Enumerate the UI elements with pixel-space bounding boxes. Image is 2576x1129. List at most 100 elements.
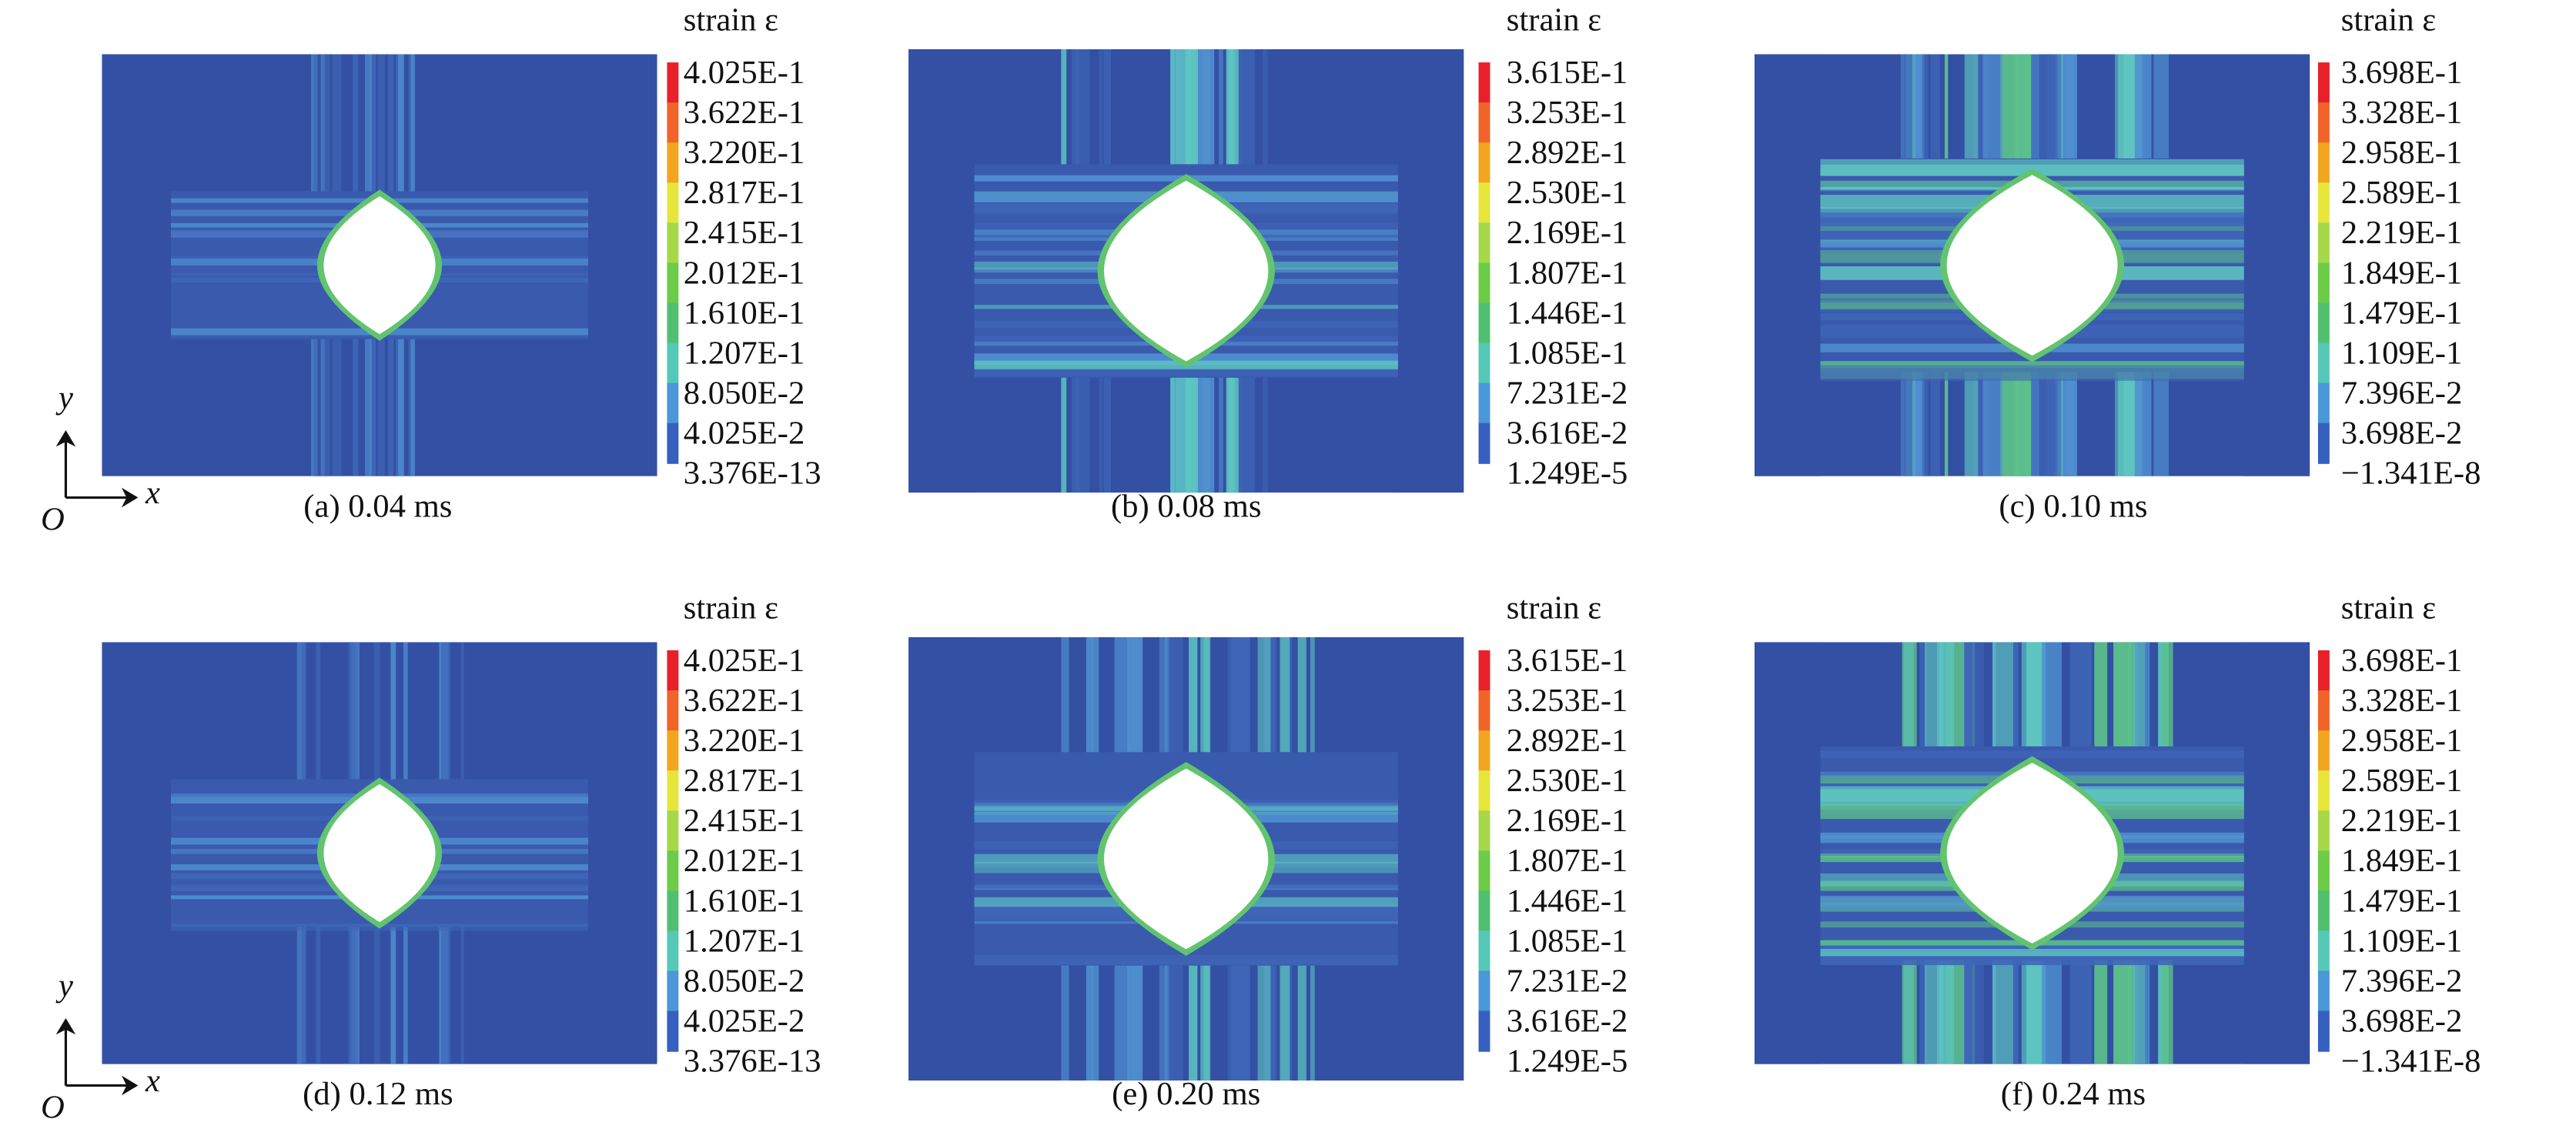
- hole: [323, 195, 436, 335]
- hole: [1104, 180, 1269, 362]
- colorbar-label: 7.396E-2: [2341, 963, 2463, 999]
- colorbar-band: [2317, 262, 2330, 304]
- colorbar-label: 1.479E-1: [2341, 883, 2463, 919]
- colorbar-band: [1478, 62, 1490, 104]
- origin-label: O: [41, 501, 65, 537]
- colorbar-title: strain ε: [684, 590, 778, 626]
- y-arrowhead: [55, 430, 76, 447]
- colorbar-label: 8.050E-2: [684, 375, 805, 411]
- colorbar-band: [667, 770, 679, 812]
- strain-stripe: [974, 369, 1398, 377]
- colorbar-label: 3.615E-1: [1507, 55, 1628, 91]
- panel: strain ε 3.615E-1 3.253E-1 2.892E-1 2.530E-1…: [908, 590, 1628, 1112]
- side-band: [908, 49, 975, 493]
- colorbar-band: [1478, 1010, 1490, 1052]
- colorbar-band: [2317, 62, 2330, 104]
- colorbar-label: 7.231E-2: [1507, 963, 1628, 999]
- caption: (a) 0.04 ms: [303, 488, 452, 524]
- colorbar-label: 2.892E-1: [1507, 135, 1628, 171]
- colorbar-band: [2317, 890, 2330, 932]
- colorbar-band: [667, 1010, 679, 1052]
- colorbar-band: [667, 423, 679, 464]
- colorbar-band: [2317, 182, 2330, 224]
- x-axis-label: x: [145, 1063, 160, 1099]
- colorbar-band: [2317, 730, 2330, 772]
- panel: strain ε 4.025E-1 3.622E-1 3.220E-1 2.817E-1…: [41, 590, 821, 1126]
- colorbar-band: [1478, 142, 1490, 184]
- colorbar-label: 3.622E-1: [684, 683, 805, 719]
- contour-body: [908, 636, 1464, 1081]
- colorbar-band: [667, 262, 679, 304]
- colorbar-label: 1.249E-5: [1507, 456, 1628, 492]
- colorbar-band: [1478, 770, 1490, 812]
- hole: [1946, 763, 2118, 944]
- colorbar-band: [1478, 730, 1490, 772]
- y-axis-label: y: [55, 967, 73, 1004]
- colorbar-label: 1.207E-1: [684, 335, 805, 371]
- colorbar-band: [1478, 850, 1490, 892]
- colorbar-band: [1478, 890, 1490, 932]
- colorbar-band: [667, 142, 679, 184]
- colorbar-band: [667, 730, 679, 772]
- strain-stripe: [1820, 365, 2244, 381]
- colorbar-band: [667, 342, 679, 384]
- colorbar-label: 3.376E-13: [684, 1044, 821, 1080]
- axis-indicator: y x O: [41, 967, 160, 1125]
- colorbar-label: 2.892E-1: [1507, 723, 1628, 759]
- contour-plot: [908, 636, 1464, 1081]
- colorbar-band: [1478, 262, 1490, 304]
- colorbar-band: [667, 650, 679, 692]
- colorbar-label: 3.615E-1: [1507, 643, 1628, 679]
- colorbar-band: [667, 222, 679, 264]
- colorbar-label: 2.415E-1: [684, 215, 805, 251]
- colorbar-title: strain ε: [1507, 590, 1601, 626]
- colorbar-title: strain ε: [684, 2, 778, 38]
- colorbar-label: 2.589E-1: [2341, 763, 2463, 799]
- panel: strain ε 4.025E-1 3.622E-1 3.220E-1 2.817E-1…: [41, 2, 821, 538]
- colorbar-label: 3.220E-1: [684, 723, 805, 759]
- caption: (d) 0.12 ms: [303, 1076, 453, 1112]
- colorbar-band: [2317, 423, 2330, 464]
- colorbar-label: 1.849E-1: [2341, 843, 2463, 879]
- colorbar-label: 2.958E-1: [2341, 723, 2463, 759]
- side-band: [1397, 636, 1464, 1081]
- colorbar-label: 1.085E-1: [1507, 335, 1628, 371]
- colorbar-label: 7.231E-2: [1507, 375, 1628, 411]
- colorbar-label: 1.446E-1: [1507, 883, 1628, 919]
- panel: strain ε 3.615E-1 3.253E-1 2.892E-1 2.530E-1…: [908, 2, 1628, 524]
- colorbar-band: [2317, 222, 2330, 264]
- colorbar-band: [2317, 302, 2330, 344]
- colorbar-label: 2.012E-1: [684, 843, 805, 879]
- side-band: [1755, 642, 1821, 1064]
- colorbar-label: 1.807E-1: [1507, 843, 1628, 879]
- colorbar-label: 2.219E-1: [2341, 803, 2463, 839]
- colorbar-band: [2317, 770, 2330, 812]
- colorbar-label: 3.220E-1: [684, 135, 805, 171]
- x-arrowhead: [121, 487, 139, 508]
- contour-body: [102, 642, 657, 1064]
- colorbar-label: 2.169E-1: [1507, 215, 1628, 251]
- colorbar-band: [1478, 810, 1490, 852]
- colorbar-band: [667, 102, 679, 144]
- contour-plot: [102, 54, 657, 476]
- side-band: [1397, 49, 1464, 493]
- contour-body: [1755, 54, 2310, 476]
- colorbar-label: 7.396E-2: [2341, 375, 2463, 411]
- panel: strain ε 3.698E-1 3.328E-1 2.958E-1 2.589E-1…: [1755, 2, 2481, 524]
- contour-body: [102, 54, 657, 476]
- colorbar-label: 1.249E-5: [1507, 1044, 1628, 1080]
- colorbar-label: 3.253E-1: [1507, 683, 1628, 719]
- colorbar-label: 2.817E-1: [684, 763, 805, 799]
- strain-stripe: [1820, 361, 2244, 369]
- colorbar-title: strain ε: [1507, 2, 1601, 38]
- colorbar-label: 1.849E-1: [2341, 255, 2463, 291]
- colorbar-label: 3.616E-2: [1507, 1003, 1628, 1039]
- colorbar-band: [1478, 102, 1490, 144]
- colorbar-label: 2.817E-1: [684, 175, 805, 211]
- colorbar-label: 3.328E-1: [2341, 683, 2463, 719]
- colorbar-label: 3.698E-1: [2341, 643, 2463, 679]
- colorbar-band: [667, 810, 679, 852]
- colorbar-label: 3.698E-1: [2341, 55, 2463, 91]
